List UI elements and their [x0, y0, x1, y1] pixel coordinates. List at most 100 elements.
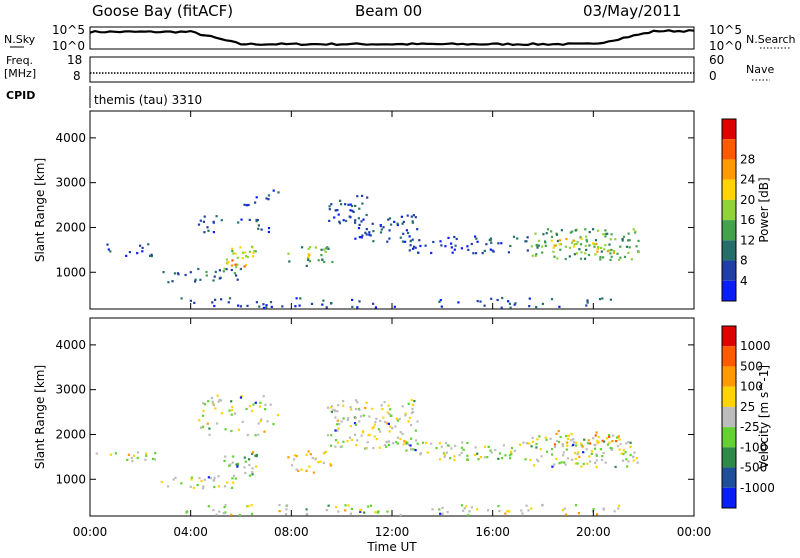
echo-cell: [545, 438, 548, 441]
echo-cell: [223, 485, 227, 488]
echo-cell: [372, 230, 375, 233]
colorbar-tick-label: 25: [740, 400, 755, 414]
echo-cell: [243, 203, 246, 206]
echo-cell: [599, 256, 602, 259]
echo-cell: [584, 252, 587, 255]
echo-cell: [193, 301, 196, 304]
echo-cell: [217, 400, 220, 403]
echo-cell: [399, 431, 402, 434]
echo-cell: [126, 458, 129, 461]
echo-cell: [254, 401, 257, 404]
echo-cell: [606, 232, 609, 235]
echo-cell: [528, 305, 531, 308]
echo-cell: [218, 277, 221, 280]
echo-cell: [553, 445, 556, 448]
echo-cell: [357, 227, 361, 230]
echo-cell: [412, 448, 415, 451]
echo-cell: [372, 426, 375, 429]
echo-cell: [580, 251, 583, 254]
echo-cell: [540, 455, 543, 458]
echo-cell: [239, 396, 243, 399]
echo-cell: [534, 254, 537, 257]
echo-cell: [610, 233, 613, 236]
echo-cell: [212, 404, 215, 407]
echo-cell: [359, 415, 363, 418]
echo-cell: [407, 231, 410, 235]
echo-cell: [467, 248, 470, 251]
echo-cell: [580, 442, 583, 445]
echo-cell: [552, 246, 555, 249]
echo-cell: [530, 245, 533, 248]
echo-cell: [364, 406, 367, 410]
echo-cell: [491, 249, 494, 252]
echo-cell: [344, 509, 347, 512]
echo-cell: [556, 257, 559, 260]
echo-cell: [553, 244, 556, 247]
echo-cell: [131, 460, 134, 463]
echo-cell: [610, 255, 613, 258]
echo-cell: [255, 455, 258, 458]
echo-cell: [412, 410, 415, 414]
echo-cell: [508, 302, 511, 305]
echo-cell: [202, 485, 205, 488]
echo-cell: [340, 420, 343, 423]
echo-cell: [440, 305, 443, 308]
echo-cell: [229, 463, 232, 466]
echo-cell: [634, 230, 637, 233]
x-tick-label: 04:00: [173, 525, 208, 539]
echo-cell: [200, 479, 203, 482]
echo-cell: [455, 237, 458, 241]
echo-cell: [252, 251, 255, 255]
echo-cell: [479, 300, 482, 303]
colorbar-band: [722, 467, 736, 488]
echo-cell: [305, 508, 308, 511]
echo-cell: [621, 239, 624, 242]
echo-cell: [541, 302, 544, 305]
echo-cell: [243, 466, 246, 469]
echo-cell: [528, 442, 531, 445]
echo-cell: [407, 402, 410, 405]
echo-cell: [616, 444, 619, 448]
echo-cell: [577, 512, 580, 515]
echo-cell: [257, 422, 260, 425]
echo-cell: [387, 422, 390, 425]
echo-cell: [230, 513, 233, 516]
echo-cell: [243, 456, 246, 459]
echo-cell: [629, 453, 632, 457]
echo-cell: [461, 441, 464, 444]
echo-cell: [212, 509, 215, 512]
echo-cell: [405, 449, 408, 452]
echo-cell: [269, 301, 273, 304]
echo-cell: [136, 456, 139, 460]
echo-cell: [410, 424, 413, 427]
echo-cell: [399, 236, 402, 239]
colorbar-band: [722, 179, 736, 200]
echo-cell: [366, 441, 369, 444]
echo-cell: [377, 510, 380, 513]
power-echoes: [106, 189, 640, 309]
echo-cell: [627, 460, 630, 463]
echo-cell: [525, 442, 528, 445]
cpid-label: CPID: [6, 89, 35, 102]
echo-cell: [637, 251, 640, 254]
echo-cell: [602, 451, 605, 455]
echo-cell: [475, 237, 478, 240]
echo-cell: [585, 238, 588, 241]
echo-cell: [553, 443, 557, 446]
echo-cell: [368, 415, 371, 418]
echo-cell: [566, 441, 569, 444]
echo-cell: [607, 434, 611, 437]
echo-cell: [498, 510, 501, 513]
nave-label: Nave: [746, 63, 774, 76]
echo-cell: [267, 194, 271, 197]
echo-cell: [528, 297, 531, 300]
echo-cell: [231, 461, 234, 464]
echo-cell: [396, 442, 399, 445]
echo-cell: [636, 461, 639, 464]
echo-cell: [585, 235, 588, 238]
echo-cell: [586, 462, 589, 465]
echo-cell: [235, 463, 238, 466]
echo-cell: [243, 265, 246, 268]
echo-cell: [562, 454, 565, 457]
echo-cell: [198, 419, 201, 422]
